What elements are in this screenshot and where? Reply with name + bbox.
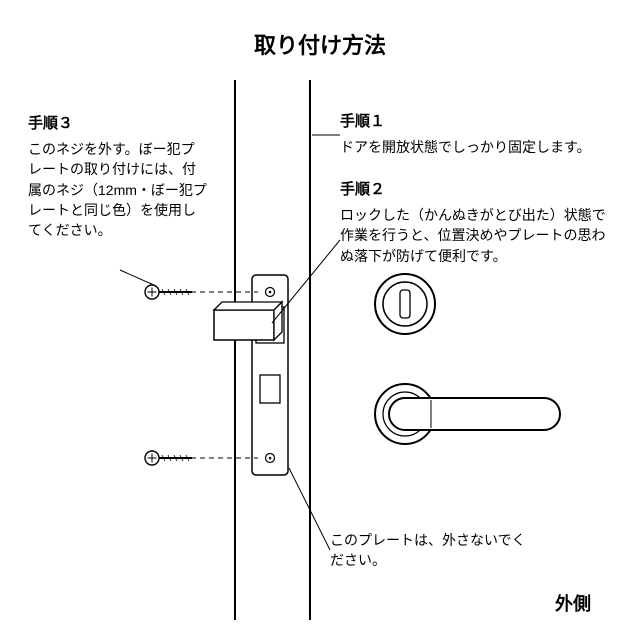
- step2-body: ロックした（かんぬきがとび出た）状態で作業を行うと、位置決めやプレートの思わぬ落…: [340, 205, 610, 266]
- step3-body: このネジを外す。ぼー犯プレートの取り付けには、付属のネジ（12mm・ぼー犯プレー…: [28, 139, 208, 240]
- step1-callout: 手順１ ドアを開放状態でしっかり固定します。: [340, 110, 610, 157]
- note-body: このプレートは、外さないでください。: [330, 530, 530, 571]
- outside-label: 外側: [555, 590, 591, 616]
- page-title: 取り付け方法: [0, 28, 640, 60]
- step1-body: ドアを開放状態でしっかり固定します。: [340, 137, 610, 157]
- step3-callout: 手順３ このネジを外す。ぼー犯プレートの取り付けには、付属のネジ（12mm・ぼー…: [28, 112, 208, 240]
- step2-callout: 手順２ ロックした（かんぬきがとび出た）状態で作業を行うと、位置決めやプレートの…: [340, 178, 610, 266]
- note-callout: このプレートは、外さないでください。: [330, 530, 530, 571]
- installation-diagram: [0, 0, 640, 640]
- step3-label: 手順３: [28, 112, 208, 133]
- step2-label: 手順２: [340, 178, 610, 199]
- step1-label: 手順１: [340, 110, 610, 131]
